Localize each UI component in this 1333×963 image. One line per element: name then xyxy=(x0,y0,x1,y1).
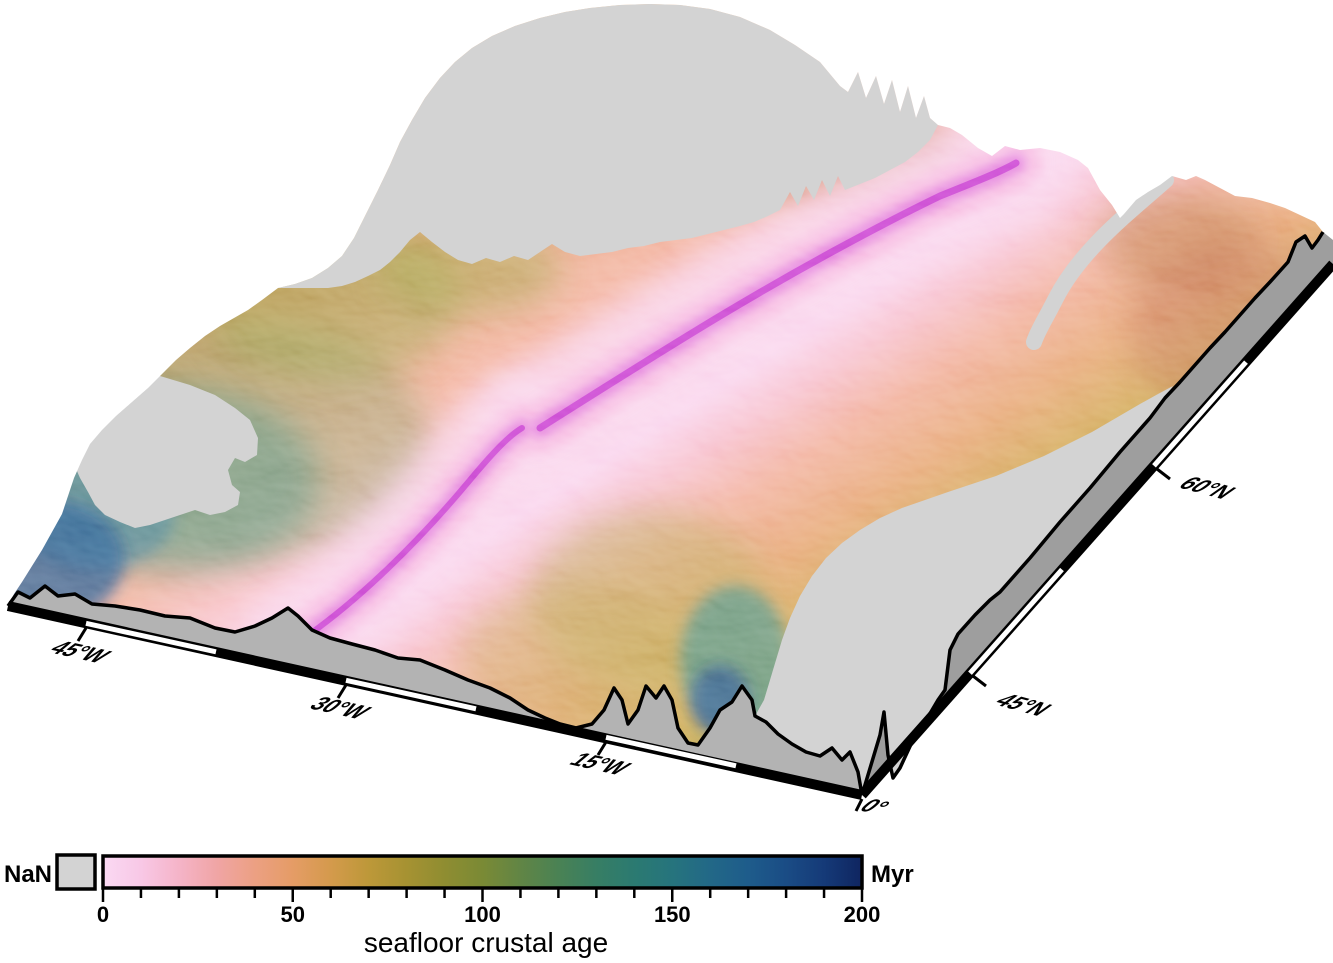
iceland-landmass xyxy=(1026,172,1174,350)
colorbar-gradient-bar xyxy=(101,854,864,890)
europe-landmass xyxy=(755,386,1173,795)
nan-label: NaN xyxy=(4,861,52,888)
lat-tick-label-45n: 45°N xyxy=(987,690,1057,720)
lon-tick-label-45w: 45°W xyxy=(43,637,117,667)
colorbar: NaN 0 50 100 150 200 Myr seafloor crusta… xyxy=(4,853,914,958)
nan-swatch xyxy=(55,853,97,891)
latitude-axis xyxy=(858,260,1333,799)
colorbar-title: seafloor crustal age xyxy=(364,927,608,958)
colorbar-unit-label: Myr xyxy=(871,861,914,888)
colorbar-tick-label-0: 0 xyxy=(97,902,109,927)
colorbar-tick-label-150: 150 xyxy=(654,902,691,927)
colorbar-tick-label-200: 200 xyxy=(844,902,881,927)
colorbar-tick-label-100: 100 xyxy=(464,902,501,927)
landmasses xyxy=(70,4,1174,795)
right-sidewall xyxy=(862,232,1333,795)
greenland-landmass xyxy=(278,4,938,288)
lat-tick-label-60n: 60°N xyxy=(1171,473,1241,503)
lon-tick-label-30w: 30°W xyxy=(303,693,377,723)
right-wall-profile xyxy=(860,231,1325,796)
longitude-axis xyxy=(6,601,864,812)
colorbar-minor-ticks xyxy=(101,889,864,902)
colorbar-tick-label-50: 50 xyxy=(281,902,305,927)
lon-tick-label-15w: 15°W xyxy=(563,749,637,779)
